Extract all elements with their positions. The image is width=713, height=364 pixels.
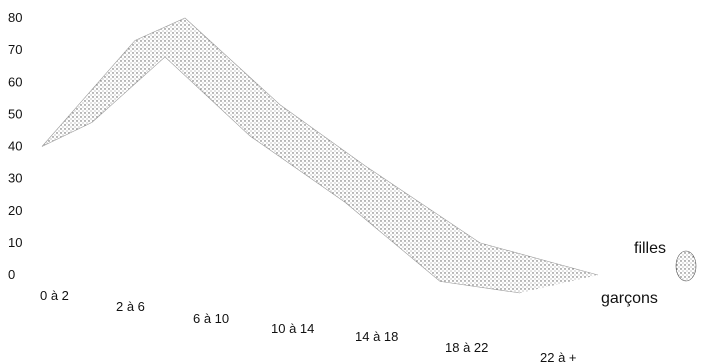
- series-line-filles: [41, 17, 599, 276]
- y-tick-label: 30: [8, 171, 22, 186]
- legend-label-filles: filles: [634, 240, 666, 257]
- y-tick-label: 60: [8, 74, 22, 89]
- x-tick-label: 2 à 6: [116, 299, 145, 314]
- legend: filles garçons: [601, 240, 697, 307]
- legend-swatch: [675, 250, 697, 282]
- x-tick-label: 10 à 14: [271, 321, 314, 336]
- series-line-garcons: [41, 56, 521, 294]
- y-axis-tick-labels: 0 10 20 30 40 50 60 70 80: [8, 10, 22, 282]
- y-tick-label: 40: [8, 139, 22, 154]
- area-bands: [41, 17, 599, 294]
- x-axis-tick-labels: 0 à 2 2 à 6 6 à 10 10 à 14 14 à 18 18 à 22 22 …: [40, 288, 577, 364]
- y-tick-label: 80: [8, 10, 22, 25]
- y-tick-label: 20: [8, 203, 22, 218]
- y-tick-label: 50: [8, 106, 22, 121]
- x-tick-label: 22 à +: [540, 350, 577, 364]
- area-band-filles-garcons: [42, 18, 598, 293]
- x-tick-label: 0 à 2: [40, 288, 69, 303]
- y-tick-label: 0: [8, 267, 15, 282]
- x-tick-label: 18 à 22: [445, 340, 488, 355]
- y-tick-label: 70: [8, 42, 22, 57]
- x-tick-label: 14 à 18: [355, 329, 398, 344]
- legend-label-garcons: garçons: [601, 290, 658, 307]
- x-tick-label: 6 à 10: [193, 311, 229, 326]
- y-tick-label: 10: [8, 235, 22, 250]
